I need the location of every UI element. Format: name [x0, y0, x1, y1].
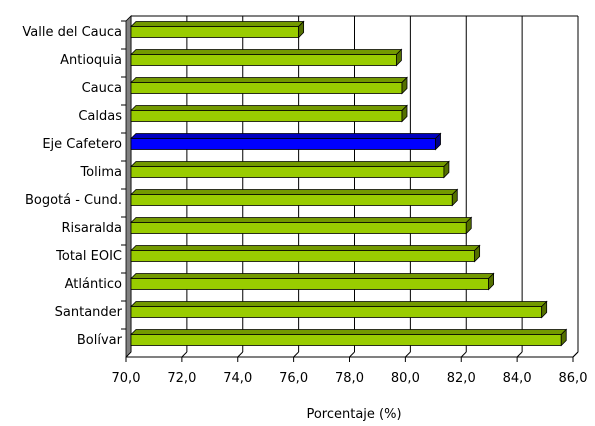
grid-floor-line [460, 351, 467, 358]
bar [130, 334, 562, 346]
category-label: Valle del Cauca [22, 25, 122, 40]
bar-top-face [130, 329, 568, 335]
bar [130, 278, 490, 290]
bar-side-face [401, 76, 408, 95]
bar-top-face [130, 217, 473, 223]
grid-floor-line [349, 351, 355, 358]
bar-side-face [488, 272, 495, 291]
bar [130, 110, 403, 122]
bar [130, 194, 453, 206]
category-labels: Valle del Cauca Antioquia Cauca Caldas Eje C… [22, 25, 122, 348]
x-tick-label: 86,0 [559, 371, 588, 386]
grid-floor-line [516, 351, 523, 358]
bar-side-face [541, 300, 548, 319]
wall-left [125, 15, 132, 358]
bar-side-face [443, 160, 450, 179]
x-tick-label: 74,0 [223, 371, 252, 386]
grid-floor-line [405, 351, 411, 358]
bar [130, 222, 467, 234]
floor-edge [572, 351, 579, 358]
category-label: Risaralda [61, 221, 122, 236]
x-tick-label: 78,0 [335, 371, 364, 386]
bar-top-face [130, 21, 305, 27]
bar-top-face [130, 245, 481, 251]
category-label: Total EOIC [55, 249, 122, 264]
category-label: Bolívar [77, 333, 123, 348]
x-tick-label: 72,0 [167, 371, 196, 386]
bar-top-face [130, 189, 459, 195]
bar-side-face [435, 132, 441, 151]
x-tick-labels: 70,0 72,0 74,0 76,0 78,0 80,0 82,0 84,0 86,0 [112, 371, 588, 386]
bar-side-face [298, 20, 305, 39]
bar-top-face [130, 105, 408, 111]
bar [130, 54, 397, 66]
grid-lines [125, 15, 579, 362]
x-tick-label: 84,0 [503, 371, 532, 386]
x-tick-label: 82,0 [447, 371, 476, 386]
category-label: Caldas [78, 109, 122, 124]
category-label: Tolima [79, 165, 122, 180]
bar-top-face [130, 49, 403, 55]
bar-side-face [474, 244, 481, 263]
bar-top-face [130, 161, 450, 167]
bars [130, 20, 568, 347]
chart-wall [121, 15, 579, 358]
bar-top-face [130, 301, 548, 307]
bar-side-face [401, 104, 408, 123]
bar-side-face [560, 328, 567, 347]
x-tick-label: 70,0 [112, 371, 141, 386]
category-label: Bogotá - Cund. [25, 193, 122, 208]
category-label: Santander [55, 305, 123, 320]
category-label: Cauca [82, 81, 122, 96]
category-label: Antioquia [60, 53, 122, 68]
bar [130, 166, 445, 178]
x-tick-label: 76,0 [279, 371, 308, 386]
grid-floor-line [293, 351, 299, 358]
bar-side-face [451, 188, 458, 207]
bar [130, 250, 476, 262]
grid-floor-line [181, 351, 188, 358]
grid-floor-line [237, 351, 244, 358]
category-label: Atlántico [65, 277, 122, 292]
bar [130, 82, 403, 94]
bar-side-face [396, 48, 402, 67]
x-tick-label: 80,0 [391, 371, 420, 386]
bar [130, 26, 300, 38]
bar [130, 306, 543, 318]
category-label: Eje Cafetero [42, 137, 122, 152]
x-axis-title: Porcentaje (%) [306, 407, 401, 422]
bar-top-face [130, 77, 408, 83]
bar-side-face [465, 216, 472, 235]
bar [130, 138, 436, 150]
bar-top-face [130, 133, 442, 139]
bar-top-face [130, 273, 495, 279]
